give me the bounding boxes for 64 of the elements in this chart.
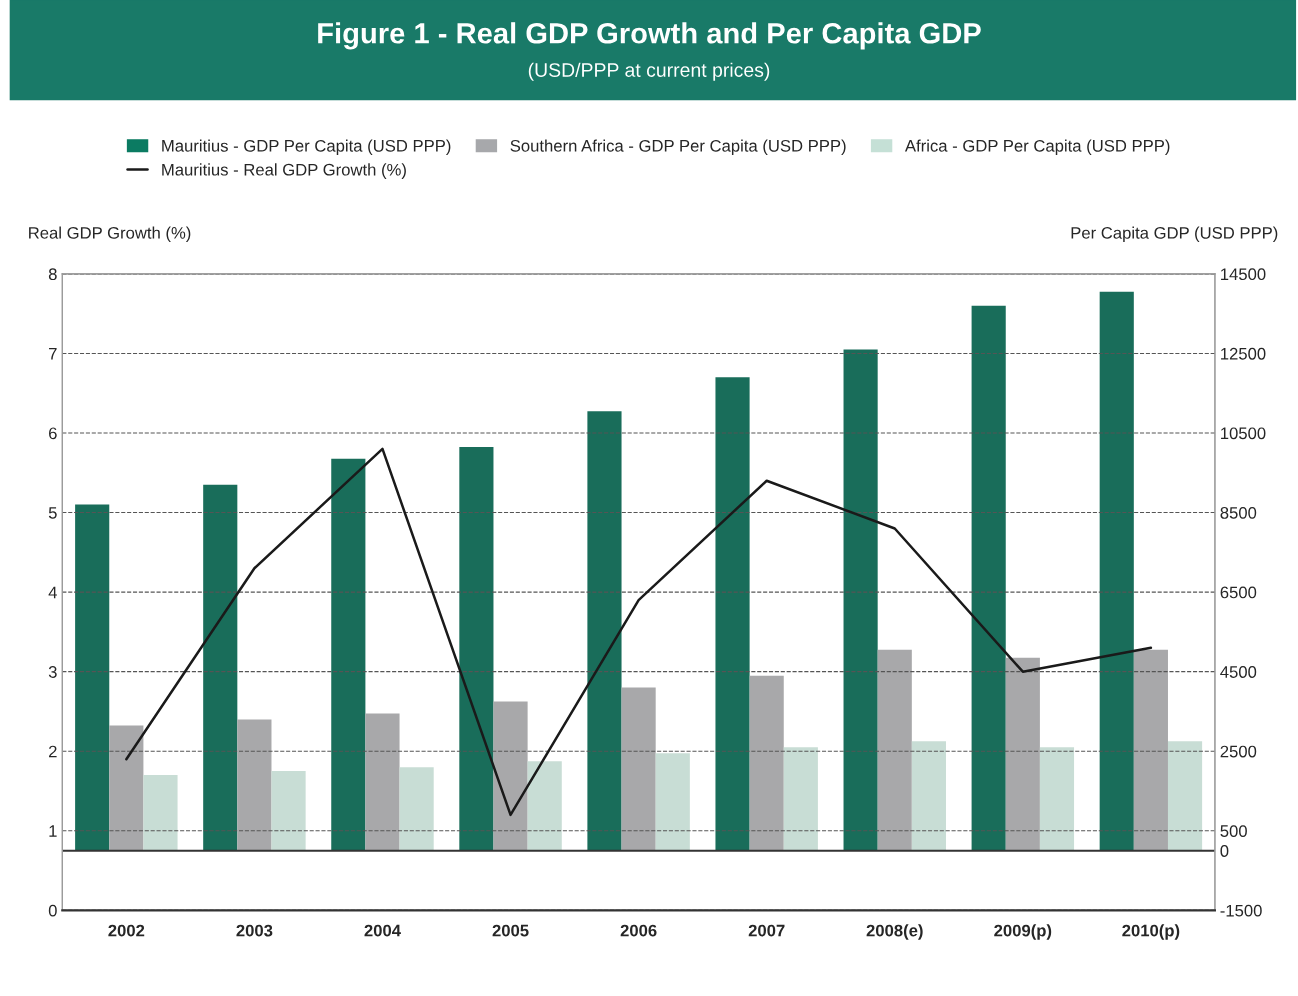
y2-tick-label: 500 xyxy=(1220,825,1247,837)
y2-tick-label: -1500 xyxy=(1220,904,1262,917)
y2-tick-label: 8500 xyxy=(1220,506,1257,519)
chart-title: Figure 1 - Real GDP Growth and Per Capita GDP xyxy=(318,22,981,50)
bar xyxy=(1133,649,1168,851)
y2-tick-label: 4500 xyxy=(1220,666,1257,678)
bar xyxy=(527,761,562,851)
bar xyxy=(399,767,434,851)
bar xyxy=(271,771,306,851)
y-tick-label: 6 xyxy=(49,427,57,440)
bar xyxy=(143,775,178,851)
bar xyxy=(715,377,750,851)
bar xyxy=(749,675,784,851)
x-tick-label: 2004 xyxy=(364,924,401,937)
chart-subtitle: (USD/PPP at current prices) xyxy=(528,62,770,81)
legend-label: Southern Africa - GDP Per Capita (USD PPP) xyxy=(510,139,846,156)
bar xyxy=(75,504,110,851)
bar xyxy=(971,305,1006,851)
bar xyxy=(911,741,946,851)
bar xyxy=(203,484,238,851)
y-tick-label: 3 xyxy=(48,666,57,678)
x-tick-label: 2008(e) xyxy=(866,924,923,940)
y2-tick-label: 10500 xyxy=(1221,427,1266,440)
x-tick-label: 2010(p) xyxy=(1122,924,1180,940)
bar xyxy=(877,649,912,851)
bar xyxy=(1099,291,1134,851)
x-tick-label: 2007 xyxy=(748,924,785,937)
bar xyxy=(655,753,690,851)
y-tick-label: 0 xyxy=(48,904,57,917)
x-tick-label: 2005 xyxy=(492,924,529,937)
line-series xyxy=(125,447,1153,817)
bar xyxy=(331,458,366,851)
bar xyxy=(493,701,528,851)
bar xyxy=(109,725,144,851)
bar xyxy=(459,446,494,851)
y2-tick-label: 0 xyxy=(1220,845,1229,857)
legend-label: Mauritius - Real GDP Growth (%) xyxy=(162,163,406,179)
bar xyxy=(843,349,878,851)
x-tick-label: 2009(p) xyxy=(994,924,1052,940)
y2-tick-label: 6500 xyxy=(1220,586,1257,599)
y2-tick-label: 14500 xyxy=(1221,268,1266,281)
y-tick-label: 7 xyxy=(49,348,57,360)
y-tick-label: 8 xyxy=(48,268,57,281)
bar xyxy=(587,411,622,851)
bar xyxy=(621,687,656,851)
legend-label: Mauritius - GDP Per Capita (USD PPP) xyxy=(162,139,451,156)
bar xyxy=(365,713,400,851)
x-tick-label: 2002 xyxy=(108,924,145,937)
y2-tick-label: 2500 xyxy=(1220,745,1257,758)
x-tick-label: 2006 xyxy=(620,924,657,937)
y-tick-label: 2 xyxy=(49,745,57,758)
y-tick-label: 4 xyxy=(48,586,57,599)
legend-label: Africa - GDP Per Capita (USD PPP) xyxy=(904,139,1170,156)
bar xyxy=(783,747,818,851)
bar xyxy=(1167,741,1203,851)
y2-tick-label: 12500 xyxy=(1221,347,1266,360)
y2-axis-title: Per Capita GDP (USD PPP) xyxy=(1071,226,1278,243)
bar xyxy=(1005,657,1040,851)
bar xyxy=(237,719,272,851)
x-tick-label: 2003 xyxy=(236,924,273,937)
bar xyxy=(1039,747,1075,851)
y-axis-title: Real GDP Growth (%) xyxy=(29,226,191,243)
y-tick-label: 5 xyxy=(48,507,57,519)
y-tick-label: 1 xyxy=(49,825,57,837)
